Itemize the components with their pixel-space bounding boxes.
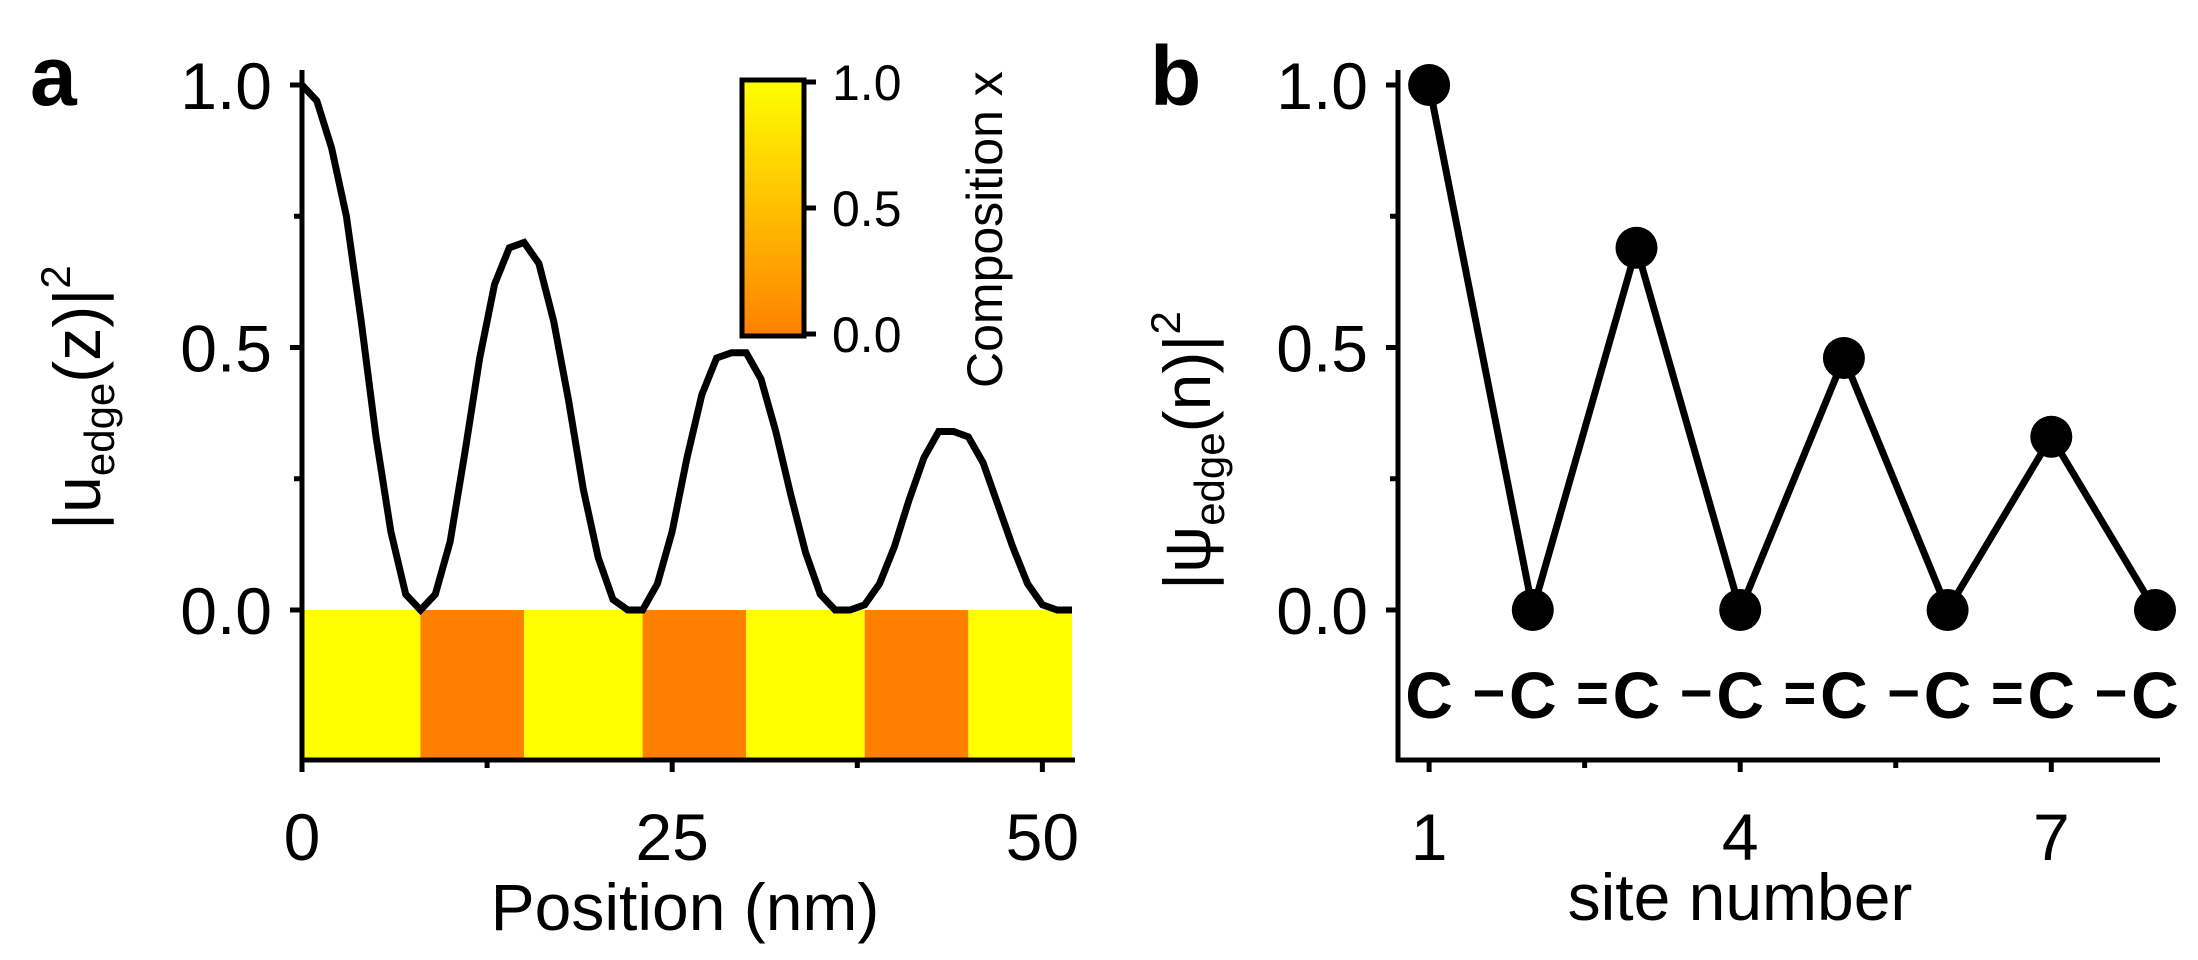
composition-band-6: [968, 610, 1072, 758]
y-label-a-sup: 2: [32, 265, 79, 288]
colorbar-tick-label-1: 0.5: [832, 181, 902, 237]
edge-mode-curve: [299, 82, 1072, 616]
connector-4: [1840, 356, 1951, 612]
site-connectors: [1425, 84, 2159, 612]
chain-bond-5: −: [1887, 661, 1920, 724]
site-point-1: [1408, 64, 1451, 106]
x-ticks-b: 1 4 7: [1411, 760, 2070, 874]
chain-bond-1: −: [1472, 661, 1505, 724]
site-point-7: [2030, 415, 2073, 458]
chain-atom-7: C: [2027, 658, 2075, 732]
connector-6: [2048, 434, 2159, 612]
colorbar-label: Composition x: [957, 71, 1013, 388]
composition-band-2: [524, 610, 643, 758]
y-tick-label-b-2: 1.0: [1276, 49, 1368, 123]
y-ticks-b: 0.0 0.5 1.0: [1276, 49, 1398, 648]
composition-bands: [302, 610, 1072, 758]
site-points: [1408, 64, 2176, 631]
colorbar-ticks: 1.0 0.5 0.0: [804, 55, 902, 363]
y-tick-label-a-0: 0.0: [180, 574, 272, 648]
site-point-6: [1926, 589, 1969, 631]
colorbar-tick-label-2: 0.0: [832, 307, 902, 363]
y-label-b-mid: (n)|: [1150, 335, 1224, 433]
y-axis-label-b: |ψedge(n)|2: [1142, 311, 1233, 590]
x-axis-label-a: Position (nm): [491, 870, 880, 944]
colorbar-tick-label-0: 1.0: [832, 55, 902, 111]
site-point-5: [1822, 337, 1865, 379]
y-label-a-sub: edge: [76, 383, 123, 476]
chain-atom-8: C: [2131, 658, 2179, 732]
x-tick-label-b-0: 1: [1411, 800, 1448, 874]
y-tick-label-a-2: 1.0: [180, 49, 272, 123]
y-ticks-a: 0.0 0.5 1.0: [180, 49, 302, 648]
chain-atom-6: C: [1924, 658, 1972, 732]
site-point-3: [1615, 226, 1658, 269]
chain-bond-7: −: [2095, 661, 2128, 724]
composition-band-5: [864, 610, 969, 758]
connector-3: [1736, 356, 1848, 612]
y-tick-label-a-1: 0.5: [180, 312, 272, 386]
connector-0: [1425, 84, 1537, 611]
chain-bond-2: =: [1576, 661, 1609, 724]
y-label-b-sub: edge: [1186, 432, 1233, 525]
chain-atom-5: C: [1820, 658, 1868, 732]
chain-atom-1: C: [1405, 658, 1453, 732]
site-point-2: [1511, 589, 1554, 631]
composition-band-3: [642, 610, 747, 758]
chain-atom-2: C: [1509, 658, 1557, 732]
x-tick-label-a-1: 25: [635, 800, 708, 874]
chain-atom-4: C: [1716, 658, 1764, 732]
composition-band-0: [302, 610, 421, 758]
composition-band-1: [420, 610, 525, 758]
y-label-a-pre: |u: [40, 476, 114, 530]
composition-band-4: [746, 610, 865, 758]
x-axis-label-b: site number: [1568, 860, 1913, 934]
carbon-chain: C C− C= C− C= C− C= C−: [1405, 658, 2179, 732]
y-label-a-mid: (z)|: [40, 289, 114, 383]
connector-2: [1633, 246, 1744, 611]
chain-bond-3: −: [1680, 661, 1713, 724]
chain-atom-3: C: [1613, 658, 1661, 732]
y-tick-label-b-0: 0.0: [1276, 574, 1368, 648]
x-tick-label-a-0: 0: [284, 800, 321, 874]
y-tick-label-b-1: 0.5: [1276, 312, 1368, 386]
connector-5: [1944, 434, 2055, 612]
site-point-4: [1719, 589, 1762, 631]
panel-a: a 0.0 0.5 1.0 0 25 50 1.0 0.5 0.0 Composition …: [30, 29, 1079, 944]
y-axis-label-a: |uedge(z)|2: [32, 265, 123, 530]
chain-bond-4: =: [1784, 661, 1817, 724]
y-label-b-sup: 2: [1142, 311, 1189, 334]
x-tick-label-b-1: 4: [1722, 800, 1759, 874]
x-tick-label-a-2: 50: [1006, 800, 1079, 874]
site-point-8: [2134, 589, 2176, 631]
panel-letter-b: b: [1150, 29, 1201, 123]
chain-bond-6: =: [1991, 661, 2024, 724]
x-tick-label-b-2: 7: [2033, 800, 2070, 874]
connector-1: [1529, 246, 1640, 611]
x-ticks-a: 0 25 50: [284, 760, 1079, 874]
colorbar: [739, 77, 807, 339]
panel-letter-a: a: [30, 29, 78, 123]
y-label-b-pre: |ψ: [1150, 526, 1224, 590]
